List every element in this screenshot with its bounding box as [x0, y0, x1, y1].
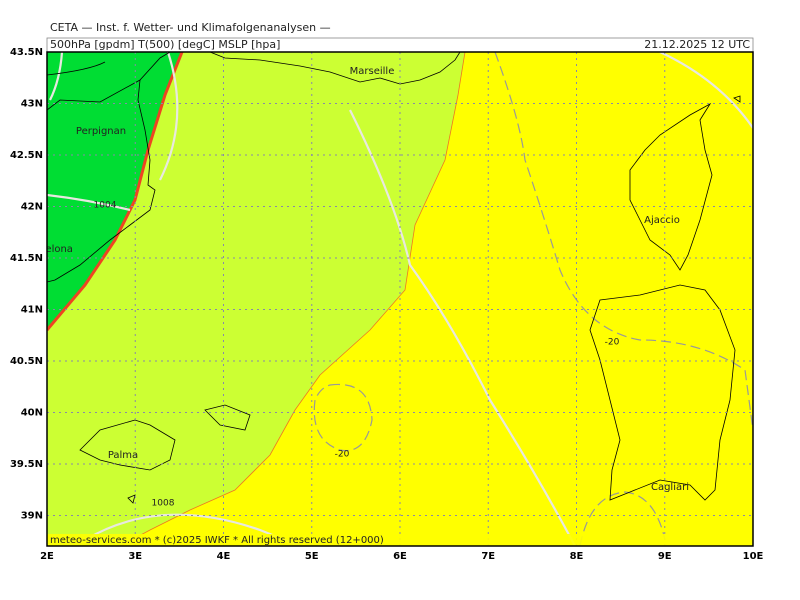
contour-label: -20: [605, 338, 620, 348]
region-green: [47, 52, 182, 330]
place-label: Palma: [108, 450, 138, 461]
header-title: CETA — Inst. f. Wetter- und Klimafolgena…: [50, 21, 331, 34]
latitude-label: 42N: [21, 202, 43, 213]
coastline-provence: [209, 52, 461, 85]
place-label: Ajaccio: [644, 215, 680, 226]
coastline-ibiza: [127, 494, 136, 504]
longitude-label: 10E: [743, 551, 764, 562]
place-label: Perpignan: [76, 126, 126, 137]
map-frame: [46, 51, 754, 547]
coastline-sardinia: [589, 284, 736, 501]
place-label: Marseille: [350, 66, 395, 77]
isobar: [47, 193, 131, 212]
latitude-label: 41.5N: [10, 253, 43, 264]
isotherm: [579, 491, 666, 546]
coastline-mallorca: [79, 419, 176, 471]
longitude-label: 9E: [658, 551, 672, 562]
contour-label: -20: [335, 450, 350, 460]
isobar: [159, 52, 179, 181]
longitude-label: 5E: [305, 551, 319, 562]
isobar: [349, 109, 576, 546]
header-parameters: 500hPa [gpdm] T(500) [degC] MSLP [hpa]: [50, 38, 280, 51]
latitude-label: 43N: [21, 99, 43, 110]
coastline-islet: [733, 95, 741, 103]
boundary-red: [47, 52, 184, 331]
region-yellow-green: [47, 52, 465, 546]
footer-bar: [47, 534, 753, 546]
coastline-france-west: [47, 52, 171, 111]
coastline-corsica: [629, 102, 713, 271]
isotherm: [494, 52, 753, 431]
axis-labels: 43.5N 43N 42.5N 42N 41.5N 41N 40.5N 40N 39.5N 39N…: [10, 47, 764, 562]
longitude-label: 8E: [570, 551, 584, 562]
header-valid-time: 21.12.2025 12 UTC: [644, 38, 750, 51]
boundary-orange: [119, 52, 466, 546]
place-label: Barcelona: [23, 244, 73, 255]
longitude-label: 4E: [217, 551, 231, 562]
map-labels: Marseille Perpignan Barcelona Ajaccio Palma C…: [23, 66, 689, 509]
footer: meteo-services.com * (c)2025 IWKF * All …: [50, 535, 384, 546]
latitude-label: 42.5N: [10, 150, 43, 161]
coastline-spain: [47, 79, 156, 283]
longitude-label: 2E: [40, 551, 54, 562]
latitude-label: 41N: [21, 305, 43, 316]
latitude-label: 39.5N: [10, 459, 43, 470]
isotherm: [313, 383, 373, 452]
latitude-label: 40N: [21, 408, 43, 419]
map-area: Marseille Perpignan Barcelona Ajaccio Palma C…: [23, 52, 753, 546]
isobar: [84, 513, 301, 546]
latitude-label: 39N: [21, 511, 43, 522]
longitude-label: 6E: [393, 551, 407, 562]
longitude-label: 7E: [481, 551, 495, 562]
longitude-label: 3E: [128, 551, 142, 562]
isobar: [49, 52, 64, 101]
place-label: Cagliari: [651, 482, 689, 493]
coastline-menorca: [204, 404, 251, 431]
contour-label: 1008: [152, 499, 175, 509]
latitude-label: 43.5N: [10, 47, 43, 58]
contour-label: 1004: [94, 201, 117, 211]
latitude-label: 40.5N: [10, 356, 43, 367]
isobar: [659, 52, 753, 129]
graticule: [47, 52, 753, 546]
